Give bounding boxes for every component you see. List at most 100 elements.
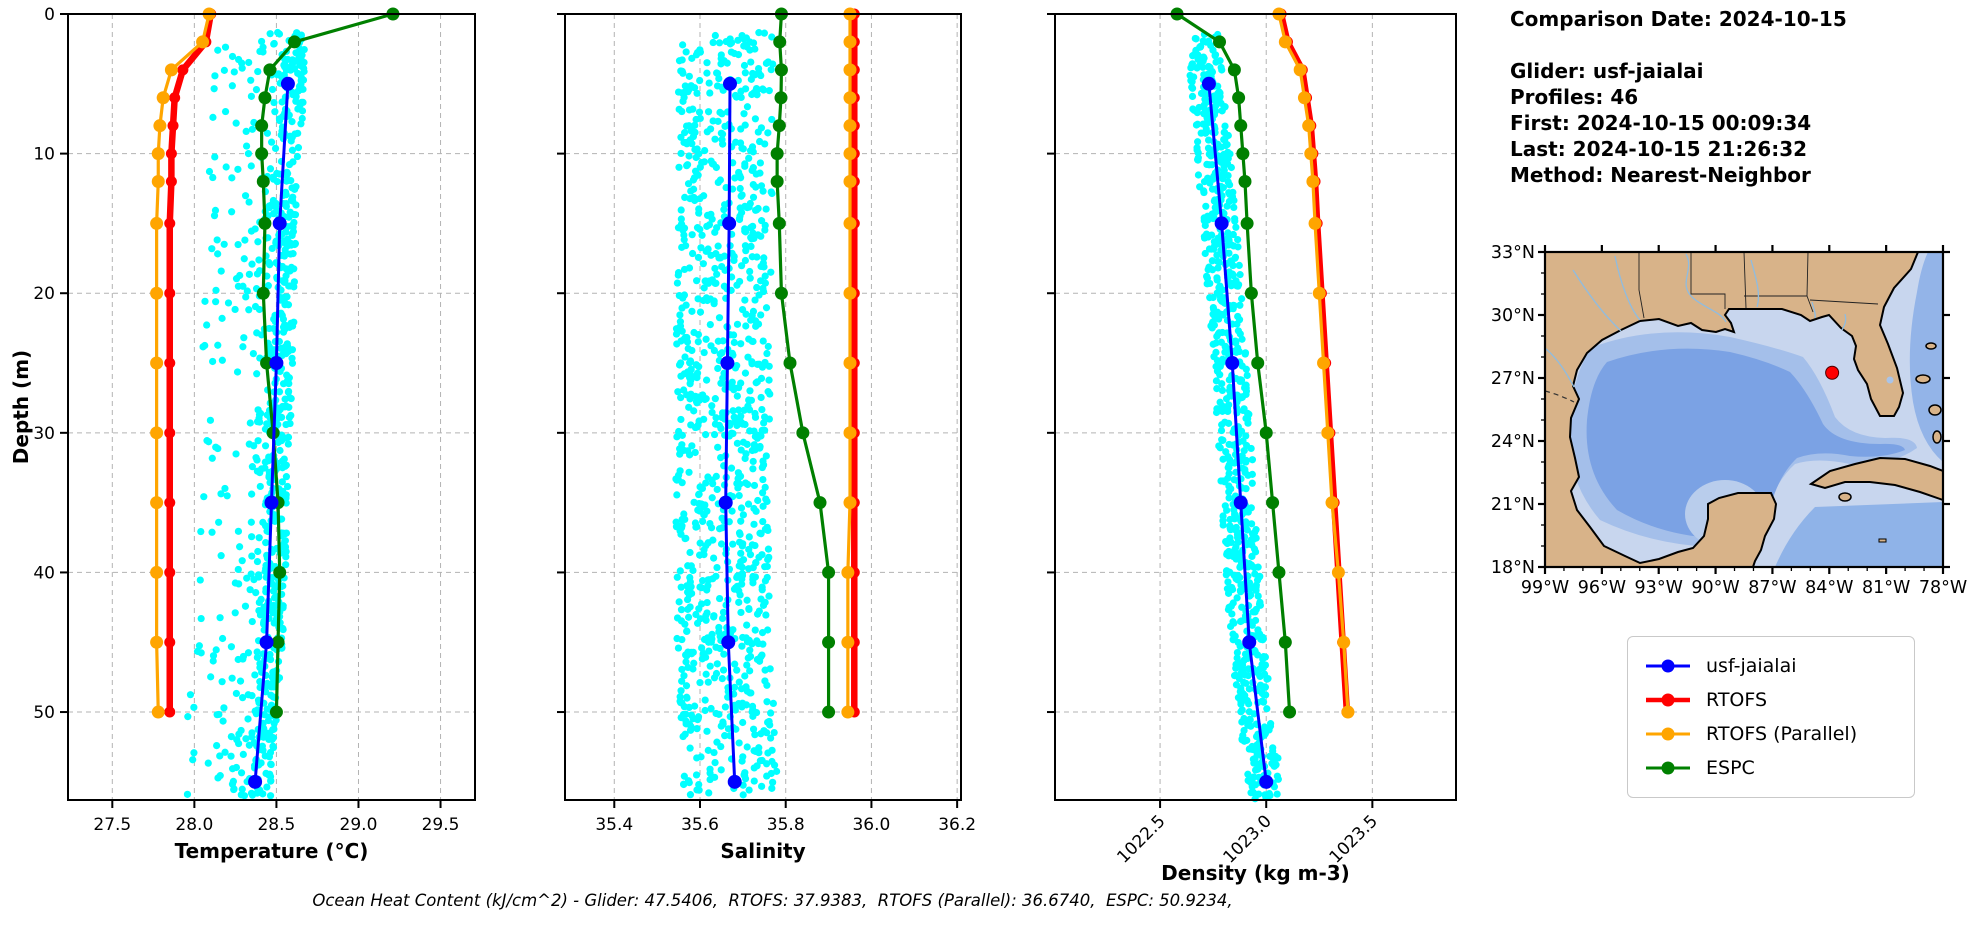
legend-item-label: RTOFS [1706, 689, 1768, 711]
plot-frame [1054, 13, 1457, 801]
map-lat-label: 21°N [1491, 495, 1535, 515]
map-lon-label: 90°W [1691, 578, 1739, 598]
legend-item: RTOFS (Parallel) [1644, 717, 1898, 751]
svg-text:50: 50 [33, 703, 55, 723]
legend-item: RTOFS [1644, 683, 1898, 717]
y-axis-label: Depth (m) [9, 350, 33, 464]
axis-ticks: 35.4 35.6 35.8 36.0 36.2 [557, 13, 976, 835]
svg-text:28.0: 28.0 [175, 815, 213, 835]
legend-item: usf-jaialai [1644, 649, 1898, 683]
map-caribbean-deep [1775, 502, 1943, 567]
svg-text:29.5: 29.5 [422, 815, 460, 835]
map-cuba [1808, 456, 1943, 502]
map-lon-label: 93°W [1635, 578, 1683, 598]
map-bahamas-2 [1928, 404, 1942, 416]
map-lon-label: 81°W [1862, 578, 1910, 598]
svg-text:35.8: 35.8 [767, 815, 805, 835]
ocean-heat-content-caption: Ocean Heat Content (kJ/cm^2) - Glider: 4… [312, 891, 1233, 910]
svg-text:36.0: 36.0 [852, 815, 890, 835]
svg-text:1023.5: 1023.5 [1326, 811, 1382, 867]
svg-text:0: 0 [44, 5, 55, 25]
series-usf-jaialai [248, 76, 295, 789]
info-line-first: First: 2024-10-15 00:09:34 [1510, 111, 1812, 135]
map-lake-okeechobee [1886, 376, 1894, 384]
map-rivers [1545, 253, 1847, 388]
svg-text:10: 10 [33, 145, 55, 165]
map-lat-label: 33°N [1491, 243, 1535, 263]
series-espc [770, 7, 836, 719]
map-island-small [1932, 430, 1942, 444]
series-rtofs-parallel- [1272, 7, 1355, 719]
map-decorations: 99°W 96°W 93°W 90°W 87°W 84°W 81°W 78°W 33°N 30°N… [1491, 243, 1967, 598]
legend-line-sample [1646, 659, 1690, 673]
info-line-profiles: Profiles: 46 [1510, 85, 1639, 109]
svg-text:27.5: 27.5 [93, 815, 131, 835]
legend-line-sample [1646, 693, 1690, 707]
legend-item: ESPC [1644, 751, 1898, 785]
svg-text:35.4: 35.4 [595, 815, 633, 835]
glider-location-marker [1825, 365, 1840, 380]
legend-item-label: ESPC [1706, 757, 1755, 779]
svg-text:30: 30 [33, 424, 55, 444]
plot-temperature: 27.5 28.0 28.5 29.0 29.5 0 10 20 30 40 50 Temperatu… [9, 5, 476, 863]
x-axis-label: Temperature (°C) [175, 839, 369, 863]
map-art [1545, 252, 1943, 567]
map-ocean-deep [1586, 348, 1905, 538]
svg-text:1022.5: 1022.5 [1113, 811, 1169, 867]
svg-text:36.2: 36.2 [938, 815, 976, 835]
map-lat-label: 27°N [1491, 369, 1535, 389]
svg-text:20: 20 [33, 284, 55, 304]
series-usf-jaialai [718, 76, 742, 789]
map-isla-juventud [1838, 492, 1852, 502]
legend-item-label: usf-jaialai [1706, 655, 1797, 677]
series-rtofs-parallel- [150, 7, 216, 719]
series-rtofs [164, 8, 217, 718]
series-espc [255, 7, 400, 719]
x-axis-label: Density (kg m-3) [1161, 861, 1350, 885]
info-panel: Comparison Date: 2024-10-15 Glider: usf-… [1510, 6, 1980, 188]
svg-text:29.0: 29.0 [340, 815, 378, 835]
map-lon-label: 78°W [1919, 578, 1967, 598]
map-lat-label: 24°N [1491, 432, 1535, 452]
x-axis-label: Salinity [720, 839, 805, 863]
map-lat-label: 18°N [1491, 558, 1535, 578]
info-line-method: Method: Nearest-Neighbor [1510, 163, 1811, 187]
map-lon-label: 99°W [1521, 578, 1569, 598]
info-line-glider: Glider: usf-jaialai [1510, 59, 1704, 83]
map-bahamas-3 [1925, 342, 1937, 350]
legend-item-label: RTOFS (Parallel) [1706, 723, 1858, 745]
plot-salinity: 35.4 35.6 35.8 36.0 36.2 Salinity [557, 7, 976, 863]
svg-text:35.6: 35.6 [681, 815, 719, 835]
plot-frame [564, 13, 962, 801]
map-lon-label: 96°W [1578, 578, 1626, 598]
series-espc [1170, 7, 1297, 719]
map-lon-label: 84°W [1805, 578, 1853, 598]
plot-frame [67, 13, 476, 801]
gridlines [1055, 13, 1456, 800]
map-mexico-border-dashed [1545, 390, 1575, 403]
legend-line-sample [1646, 727, 1690, 741]
svg-text:28.5: 28.5 [257, 815, 295, 835]
svg-text:1023.0: 1023.0 [1220, 811, 1276, 867]
svg-text:40: 40 [33, 563, 55, 583]
axis-ticks: 27.5 28.0 28.5 29.0 29.5 0 10 20 30 40 50 [33, 5, 459, 835]
map-state-borders [1638, 252, 1879, 319]
map-bahamas-1 [1915, 374, 1931, 384]
legend-line-sample [1646, 761, 1690, 775]
legend-items: usf-jaialai RTOFS RTOFS (Parallel) ESPC [1644, 649, 1898, 785]
map-cayman [1878, 538, 1887, 543]
map-lon-label: 87°W [1748, 578, 1796, 598]
location-map: 99°W 96°W 93°W 90°W 87°W 84°W 81°W 78°W 33°N 30°N… [1491, 243, 1967, 598]
map-frame [1543, 250, 1945, 569]
glider-scatter [1186, 30, 1282, 803]
series-rtofs-parallel- [841, 7, 857, 719]
glider-scatter [672, 29, 781, 799]
legend: usf-jaialai RTOFS RTOFS (Parallel) ESPC [1627, 636, 1915, 798]
info-line-last: Last: 2024-10-15 21:26:32 [1510, 137, 1808, 161]
map-lat-label: 30°N [1491, 306, 1535, 326]
series-usf-jaialai [1201, 76, 1274, 789]
glider-scatter [183, 28, 308, 800]
